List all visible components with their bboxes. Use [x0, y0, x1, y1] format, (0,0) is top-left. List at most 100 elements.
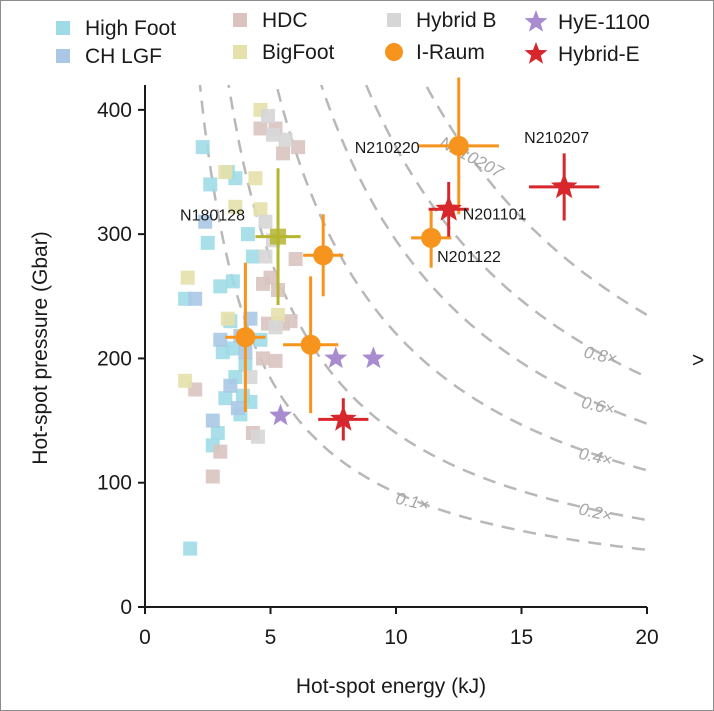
data-point-square	[250, 429, 265, 444]
data-point-star	[324, 346, 348, 369]
data-point-square	[205, 469, 220, 484]
data-point-square	[260, 109, 275, 124]
data-point-square	[248, 171, 263, 186]
data-point-star	[362, 346, 385, 369]
x-tick-label: 20	[635, 626, 658, 649]
legend: High Foot CH LGF HDC BigFoot Hybrid B I-Raum H…	[56, 9, 650, 68]
y-tick-label: 200	[97, 347, 132, 370]
data-point-square	[203, 177, 218, 192]
contour-curve	[198, 85, 647, 552]
data-point-square	[268, 320, 283, 335]
x-tick-label: 0	[139, 626, 151, 649]
shot-label: N201101	[463, 206, 527, 223]
data-point-square	[255, 351, 270, 366]
data-point-square	[218, 165, 233, 179]
contour-labels: 0.1× 0.2× 0.4× 0.6× 0.8× N210207	[394, 133, 619, 526]
legend-marker	[524, 42, 548, 64]
data-point-square	[205, 413, 220, 428]
data-point-square	[218, 391, 233, 406]
data-point-square	[228, 199, 243, 214]
legend-label: Hybrid-E	[558, 43, 640, 66]
data-point-square	[291, 140, 306, 155]
data-point-square	[278, 132, 293, 147]
legend-item-high-foot: High Foot	[56, 17, 176, 40]
y-tick-label: 100	[97, 472, 132, 495]
contour-curve	[275, 85, 647, 472]
data-point-circle	[421, 227, 442, 248]
data-point-square	[213, 279, 228, 294]
data-point-square	[288, 252, 303, 266]
data-point-square	[240, 227, 255, 242]
edge-annotation: >	[692, 349, 704, 372]
data-point-square	[225, 341, 240, 356]
legend-label: Hybrid B	[416, 9, 497, 32]
y-tick-label: 0	[120, 596, 132, 619]
x-tick-label: 10	[384, 626, 407, 649]
contour-curve	[319, 85, 647, 426]
data-point-square	[183, 541, 198, 556]
data-point-square	[225, 274, 240, 289]
y-axis-label: Hot-spot pressure (Gbar)	[29, 231, 52, 464]
data-point-square	[258, 249, 273, 264]
legend-item-i-raum: I-Raum	[385, 41, 485, 64]
data-point-square	[253, 202, 268, 217]
contour-label: 0.2×	[577, 499, 614, 525]
data-point-square	[253, 332, 268, 347]
legend-label: High Foot	[85, 17, 176, 40]
data-point-circle	[235, 327, 256, 348]
legend-marker	[56, 21, 70, 35]
data-point-square	[258, 214, 273, 229]
data-point-square	[223, 378, 238, 393]
legend-item-hybrid-b: Hybrid B	[387, 9, 497, 32]
data-point-square	[200, 235, 215, 250]
data-point-square	[266, 127, 281, 142]
contour-label: 0.4×	[577, 444, 614, 470]
legend-marker	[233, 45, 247, 59]
data-point-square	[283, 314, 298, 329]
data-point-square	[178, 373, 193, 388]
x-tick-label: 15	[510, 626, 533, 649]
data-point-square	[245, 249, 260, 264]
contour-label: 0.6×	[580, 393, 617, 419]
data-point-star	[330, 405, 357, 431]
legend-label: CH LGF	[85, 45, 162, 68]
data-point-square	[188, 291, 203, 306]
contour-curve	[227, 85, 647, 522]
data-point-square	[198, 214, 213, 229]
data-point-square	[268, 353, 283, 368]
data-point-square	[230, 401, 245, 416]
shot-label: N201122	[437, 249, 501, 266]
data-point-marker	[270, 228, 287, 245]
data-points	[178, 77, 600, 556]
legend-label: I-Raum	[416, 41, 485, 64]
legend-item-hdc: HDC	[233, 9, 308, 32]
shot-label: N210207	[524, 130, 589, 147]
legend-item-hybrid-e: Hybrid-E	[524, 42, 640, 66]
legend-item-ch-lgf: CH LGF	[56, 45, 162, 68]
legend-label: HDC	[262, 9, 308, 32]
data-point-square	[213, 444, 228, 459]
contour-label: 0.1×	[394, 489, 431, 515]
x-tick-label: 5	[265, 626, 277, 649]
data-point-circle	[448, 135, 469, 156]
legend-marker	[233, 13, 247, 27]
data-point-circle	[313, 245, 334, 266]
data-point-star	[435, 195, 462, 221]
data-point-square	[243, 311, 258, 326]
data-point-star	[269, 403, 292, 426]
contour-label: 0.8×	[582, 343, 619, 369]
shot-label: N210220	[355, 140, 420, 157]
shot-label: N180128	[180, 208, 245, 225]
contour-curves	[198, 85, 647, 552]
data-point-square	[263, 270, 278, 285]
x-axis-label: Hot-spot energy (kJ)	[296, 675, 486, 698]
data-point-square	[213, 332, 228, 347]
legend-marker	[524, 10, 548, 32]
legend-marker	[385, 43, 403, 61]
data-point-square	[210, 426, 225, 440]
data-point-square	[243, 370, 258, 385]
data-point-star	[550, 172, 578, 199]
contour-label: N210207	[436, 133, 506, 182]
